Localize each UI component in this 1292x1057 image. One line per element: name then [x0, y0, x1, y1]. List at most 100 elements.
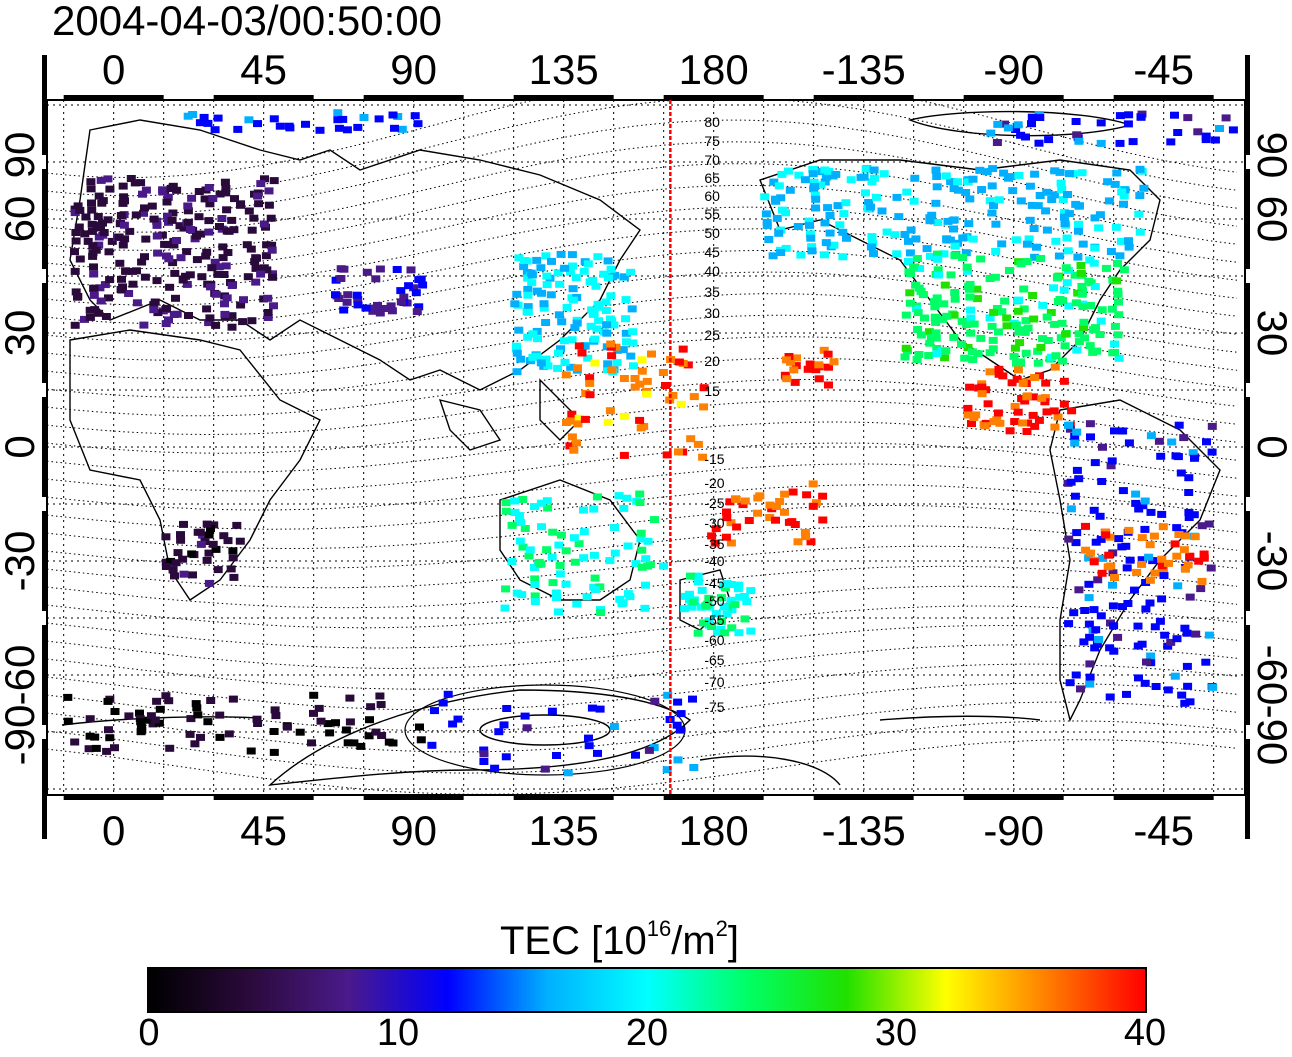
tec-cell — [1002, 322, 1012, 330]
tec-cell — [994, 328, 1003, 336]
tec-cell — [806, 538, 816, 546]
tec-cell — [119, 221, 129, 229]
tec-cell — [1172, 552, 1182, 560]
colorbar — [147, 967, 1147, 1013]
colorbar-tick-label: 10 — [376, 1012, 420, 1054]
tec-cell — [704, 617, 714, 625]
tec-cell — [1140, 679, 1150, 687]
tec-cell — [968, 235, 978, 243]
tec-cell — [228, 554, 238, 562]
tec-cell — [966, 314, 976, 322]
tec-cell — [453, 715, 463, 723]
tec-cell — [680, 592, 690, 600]
tec-cell — [914, 351, 924, 358]
tec-cell — [1167, 438, 1177, 446]
tec-cell — [1073, 253, 1083, 261]
tec-cell — [781, 244, 791, 252]
tec-cell — [672, 721, 682, 729]
bottom-lon-tick-label: -45 — [1133, 807, 1194, 854]
tec-cell — [170, 269, 180, 277]
tec-cell — [932, 294, 942, 302]
tec-cell — [1035, 192, 1045, 199]
tec-cell — [1193, 128, 1203, 136]
tec-cell — [811, 499, 821, 507]
tec-cell — [626, 352, 636, 360]
tec-cell — [807, 243, 817, 251]
tec-cell — [107, 237, 117, 245]
tec-cell — [933, 271, 943, 279]
tec-cell — [126, 175, 136, 182]
contour-label: 75 — [704, 133, 720, 149]
tec-cell — [1042, 408, 1052, 416]
tec-cell — [557, 318, 567, 326]
tec-cell — [942, 235, 952, 243]
tec-cell — [735, 593, 745, 601]
contour-label: -65 — [704, 652, 724, 668]
tec-cell — [1208, 683, 1218, 691]
tec-cell — [554, 608, 563, 616]
tec-cell — [239, 296, 248, 304]
tec-cell — [674, 448, 683, 456]
tec-cell — [824, 363, 833, 371]
contour-line — [47, 100, 1238, 178]
tec-cell — [259, 220, 269, 228]
tec-cell — [568, 262, 578, 270]
tec-cell — [631, 560, 641, 568]
tec-cell — [933, 219, 943, 226]
tec-cell — [686, 572, 695, 580]
tec-cell — [1011, 126, 1021, 133]
tec-cell — [103, 216, 113, 224]
tec-cell — [606, 292, 616, 300]
tec-cell — [1028, 292, 1038, 299]
tec-cell — [1166, 138, 1176, 146]
left-lat-tick-label: 60 — [0, 196, 43, 243]
tec-cell — [619, 273, 629, 281]
tec-cell — [1159, 572, 1169, 579]
tec-cell — [204, 579, 214, 587]
tec-cell — [205, 200, 215, 208]
tec-cell — [976, 334, 986, 342]
tec-cell — [1170, 111, 1179, 119]
tec-cell — [1022, 393, 1032, 401]
tec-cell — [164, 255, 174, 263]
tec-cell — [1065, 679, 1075, 687]
tec-cell — [572, 439, 581, 447]
tec-cell — [1013, 307, 1023, 315]
tec-cell — [168, 209, 178, 217]
tec-cell — [585, 379, 595, 387]
tec-cell — [1005, 427, 1015, 435]
tec-cell — [207, 264, 217, 272]
tec-cell — [963, 178, 973, 186]
tec-cell — [196, 733, 205, 741]
tec-cell — [674, 358, 684, 366]
tec-cell — [399, 293, 409, 301]
tec-cell — [1176, 469, 1186, 477]
tec-cell — [1070, 492, 1080, 500]
tec-cell — [342, 298, 352, 306]
tec-cell — [120, 197, 129, 205]
tec-cell — [103, 697, 113, 705]
tec-cell — [579, 267, 589, 275]
tec-cell — [842, 234, 851, 242]
tec-cell — [967, 420, 976, 427]
tec-cell — [512, 368, 522, 376]
tec-cell — [982, 168, 992, 176]
tec-cell — [606, 340, 616, 348]
contour-line — [47, 442, 1238, 492]
tec-cell — [547, 707, 557, 715]
tec-cell — [687, 603, 697, 611]
tec-cell — [91, 744, 101, 752]
tec-cell — [939, 250, 949, 258]
tec-cell — [579, 506, 588, 514]
tec-cell — [1011, 321, 1021, 329]
tec-cell — [591, 282, 601, 290]
tec-cell — [1059, 286, 1069, 294]
tec-cell — [868, 239, 877, 247]
tec-cell — [182, 248, 192, 256]
tec-cell — [191, 700, 201, 708]
tec-cell — [574, 540, 584, 548]
tec-cell — [801, 533, 811, 541]
tec-cell — [98, 197, 108, 205]
tec-cell — [1042, 188, 1052, 196]
tec-cell — [1185, 593, 1195, 601]
